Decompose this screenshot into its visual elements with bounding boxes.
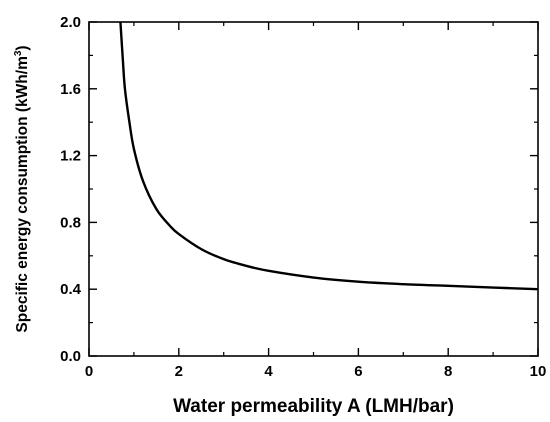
- x-tick-label: 10: [530, 363, 547, 380]
- x-tick-label: 8: [444, 363, 452, 380]
- x-tick-label: 4: [264, 363, 273, 380]
- plot-area-frame: [88, 21, 539, 357]
- y-tick-label: 1.2: [60, 148, 81, 165]
- y-axis-title-end: ): [14, 45, 31, 50]
- y-axis-title-main: Specific energy consumption (kWh/m: [14, 56, 31, 332]
- axis-tick-labels: 0 2 4 6 8 10 0.0 0.4 0.8 1.2 1.6 2.0: [60, 14, 546, 380]
- x-tick-label: 6: [354, 363, 362, 380]
- y-tick-label: 0.0: [60, 348, 81, 365]
- axis-ticks: [88, 21, 539, 357]
- x-axis-title: Water permeability A (LMH/bar): [173, 396, 454, 417]
- y-tick-label: 0.8: [60, 214, 81, 231]
- y-axis-title: Specific energy consumption (kWh/m3): [13, 45, 31, 332]
- y-tick-label: 0.4: [60, 281, 82, 298]
- x-tick-label: 0: [85, 363, 93, 380]
- y-tick-label: 1.6: [60, 81, 81, 98]
- x-tick-label: 2: [175, 363, 183, 380]
- y-tick-label: 2.0: [60, 14, 81, 31]
- y-axis-title-superscript: 3: [13, 50, 24, 56]
- energy-consumption-curve: [119, 21, 539, 291]
